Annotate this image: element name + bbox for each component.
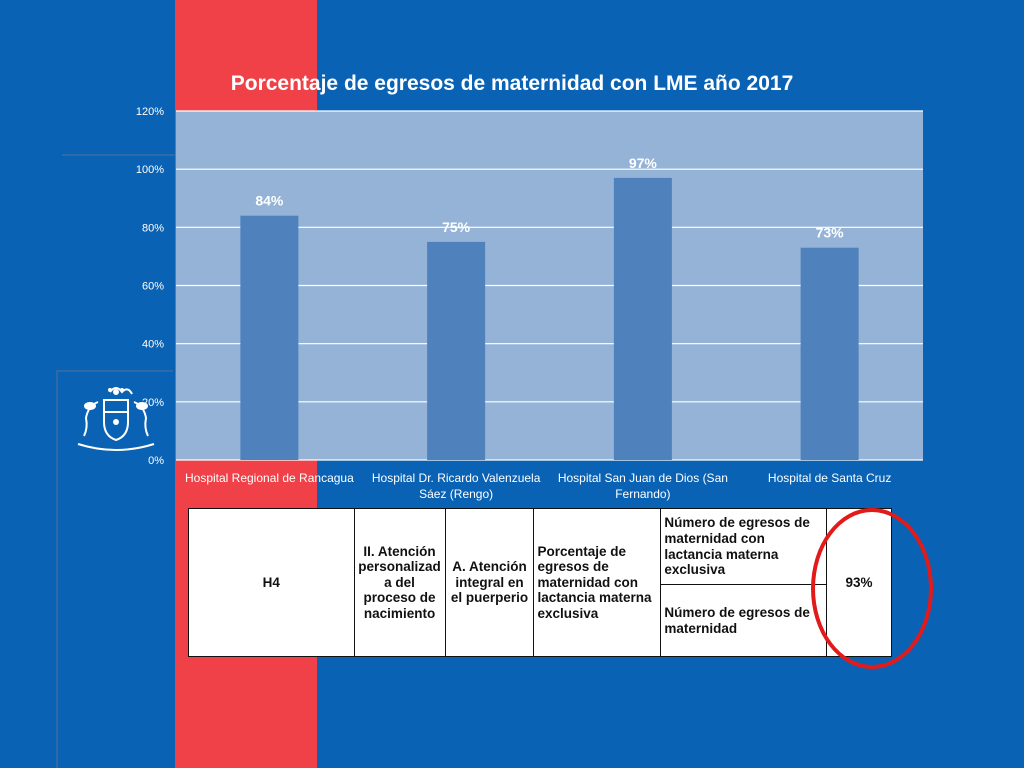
- y-tick-label: 20%: [142, 397, 164, 409]
- indicator-code: H4: [188, 508, 355, 657]
- decorative-frame: [56, 370, 173, 768]
- indicator-name: Porcentaje de egresos de maternidad con …: [533, 508, 662, 657]
- indicator-numerator: Número de egresos de maternidad con lact…: [660, 508, 828, 585]
- y-tick-label: 60%: [142, 281, 164, 293]
- chart-title: Porcentaje de egresos de maternidad con …: [231, 72, 794, 95]
- decorative-line: [62, 154, 175, 156]
- data-label: 97%: [629, 155, 658, 171]
- x-tick-label: Hospital Regional de Rancagua: [185, 471, 354, 485]
- indicator-axis: II. Atención personalizad a del proceso …: [353, 508, 446, 657]
- bar: [240, 215, 299, 460]
- coat-of-arms-icon: [77, 387, 155, 451]
- y-tick-label: 100%: [136, 164, 164, 176]
- y-tick-label: 80%: [142, 222, 164, 234]
- bar: [613, 177, 672, 460]
- bar-chart: Porcentaje de egresos de maternidad con …: [136, 72, 923, 501]
- data-label: 84%: [255, 193, 284, 209]
- highlight-circle: [811, 508, 933, 669]
- indicator-table: H4 II. Atención personalizad a del proce…: [188, 508, 892, 657]
- x-tick-label: Hospital San Juan de Dios (San: [558, 471, 728, 485]
- y-tick-label: 0%: [148, 455, 164, 467]
- x-tick-label: Sáez (Rengo): [419, 487, 493, 501]
- x-tick-label: Hospital de Santa Cruz: [768, 471, 891, 485]
- data-label: 73%: [816, 225, 845, 241]
- x-tick-label: Fernando): [615, 487, 670, 501]
- y-tick-label: 40%: [142, 339, 164, 351]
- indicator-denominator: Número de egresos de maternidad: [660, 584, 828, 657]
- bar: [427, 241, 486, 460]
- indicator-component: A. Atención integral en el puerperio: [444, 508, 535, 657]
- bar: [800, 247, 859, 460]
- y-tick-label: 120%: [136, 106, 164, 118]
- data-label: 75%: [442, 219, 471, 235]
- x-tick-label: Hospital Dr. Ricardo Valenzuela: [372, 471, 541, 485]
